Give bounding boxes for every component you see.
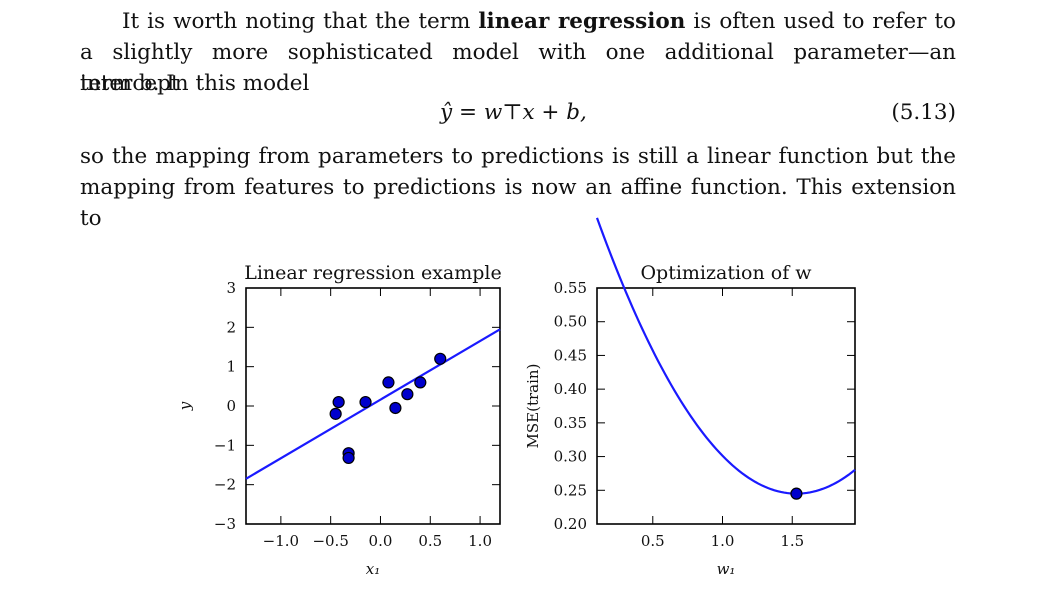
y-tick-label: 0.20 — [554, 515, 587, 533]
regression-line — [245, 328, 501, 480]
paragraph-1-line-2: a slightly more sophisticated model with… — [80, 40, 956, 96]
y-tick-label: 0.35 — [554, 414, 587, 432]
p1-line1-start: It is worth noting that the term — [122, 9, 471, 34]
y-tick-label: 0.30 — [554, 448, 587, 466]
y-tick-label: 0.25 — [554, 481, 587, 499]
y-tick-label: 1 — [226, 358, 236, 376]
data-point — [332, 395, 345, 409]
x-tick-label: 0.5 — [641, 532, 665, 550]
paragraph-1-line-3: term b. In this model — [80, 71, 310, 96]
data-point — [329, 407, 342, 420]
x-axis-label: x₁ — [366, 560, 380, 578]
x-tick-label: 1.0 — [468, 532, 492, 550]
y-axis-label: y — [176, 401, 194, 411]
y-tick-label: 0.55 — [554, 279, 587, 297]
x-tick-label: −0.5 — [312, 532, 348, 550]
plot-frame — [245, 287, 501, 525]
chart-title: Linear regression example — [244, 262, 502, 284]
plot-frame — [596, 287, 856, 525]
y-axis-label: MSE(train) — [524, 364, 542, 449]
y-tick-label: 3 — [226, 279, 236, 297]
y-tick-label: 0.50 — [554, 313, 587, 331]
x-tick-label: 0.0 — [369, 532, 393, 550]
y-tick-label: −1 — [214, 436, 236, 454]
paragraph-1-line-1: It is worth noting that the term linear … — [80, 6, 956, 37]
data-point — [434, 352, 447, 365]
optimization-chart: Optimization of w 0.5 1.0 1.5 0.55 0.50 0.45 0.… — [524, 217, 856, 578]
minimum-point — [790, 487, 803, 500]
y-tick-label: −3 — [214, 515, 236, 533]
y-tick-label: 0.45 — [554, 346, 587, 364]
bold-term: linear regression — [478, 9, 686, 34]
chart-title: Optimization of w — [640, 262, 812, 284]
y-tick-label: 2 — [226, 318, 236, 336]
data-point — [414, 376, 427, 389]
data-point — [389, 401, 402, 415]
data-point — [382, 376, 395, 389]
equation-row: ŷ = w⊤x + b, (5.13) — [0, 98, 1056, 130]
x-tick-label: 1.5 — [780, 532, 804, 550]
y-tick-label: 0.40 — [554, 380, 587, 398]
y-tick-label: −2 — [214, 476, 236, 494]
x-tick-label: 0.5 — [418, 532, 442, 550]
y-tick-label: 0 — [226, 397, 236, 415]
p1-line1-rest: is often used to refer to — [693, 9, 956, 34]
paragraph-2-line-2: mapping from features to predictions is … — [80, 175, 956, 231]
paragraph-2-line-1: so the mapping from parameters to predic… — [80, 144, 956, 169]
equation-formula: ŷ = w⊤x + b, — [440, 100, 587, 125]
mse-curve — [595, 217, 856, 495]
data-point — [342, 451, 355, 465]
data-point — [359, 395, 372, 409]
x-tick-label: −1.0 — [263, 532, 299, 550]
x-axis-label: w₁ — [717, 560, 736, 578]
data-point — [401, 388, 414, 401]
x-tick-label: 1.0 — [711, 532, 735, 550]
linear-regression-chart: Linear regression example −1.0 −0.5 0.0 0.5 1… — [176, 262, 502, 578]
equation-number: (5.13) — [891, 100, 956, 125]
